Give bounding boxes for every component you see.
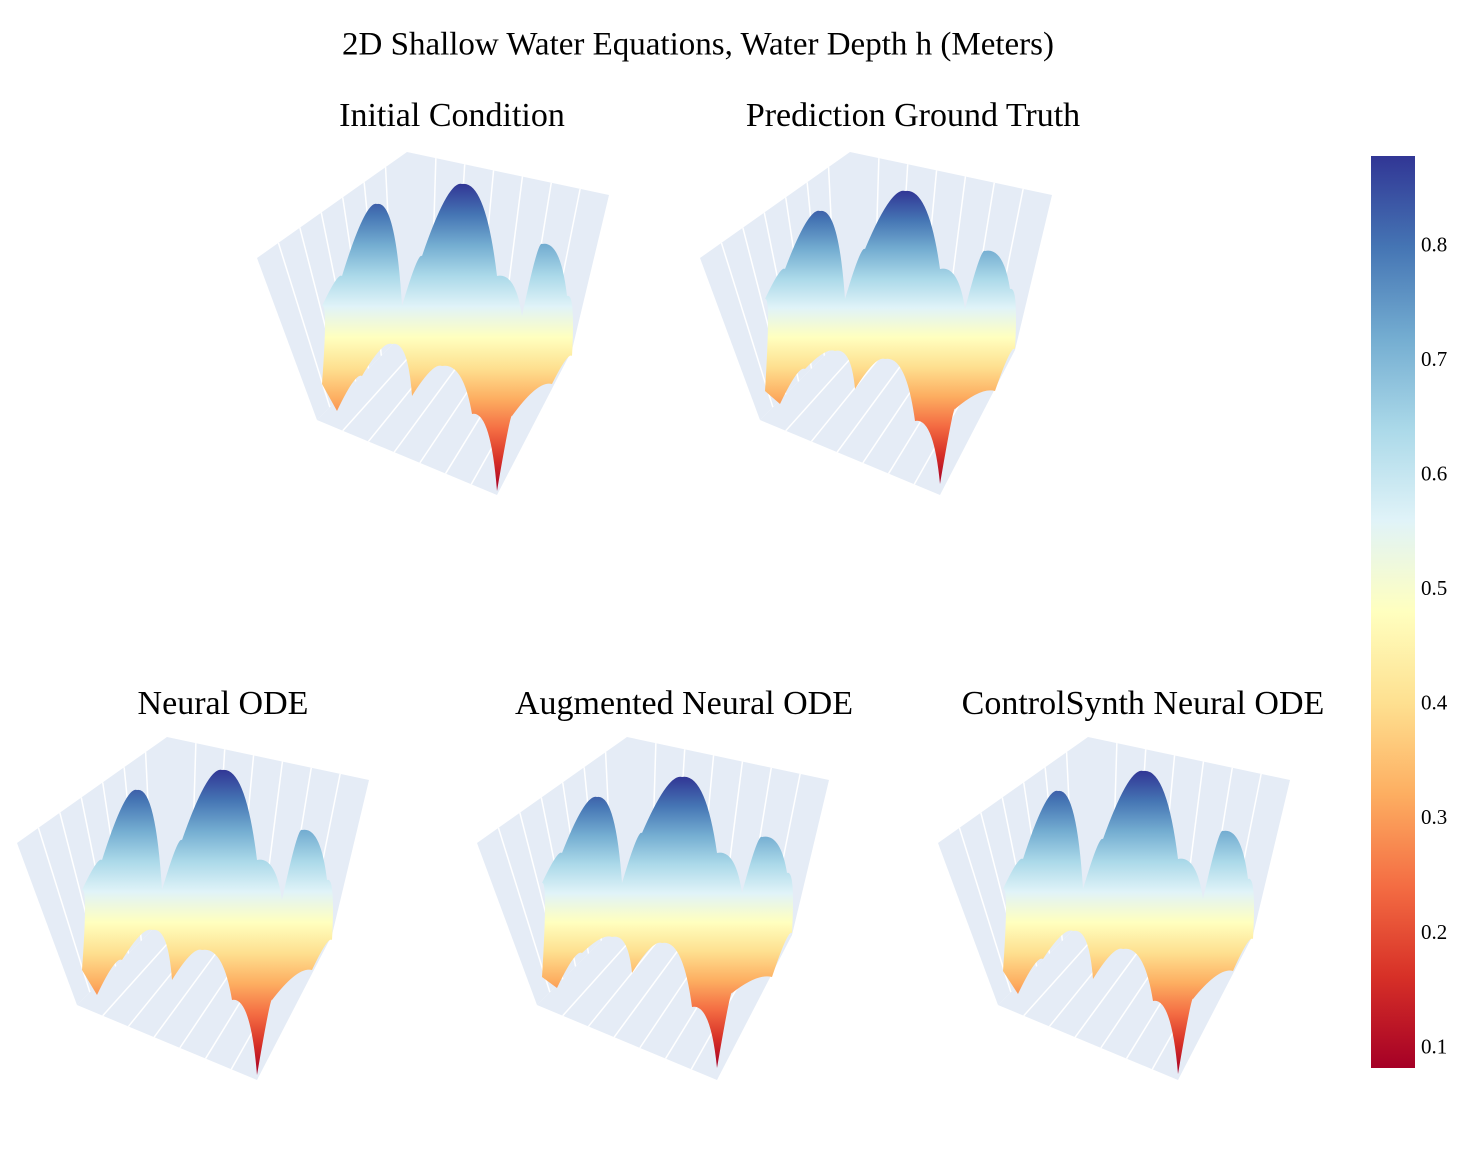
scene — [257, 152, 609, 495]
subplot-title: Prediction Ground Truth — [746, 97, 1080, 134]
scene — [938, 737, 1290, 1080]
scene-gridline — [497, 827, 551, 993]
colorbar — [1371, 156, 1415, 1068]
colorbar-tick-label: 0.7 — [1421, 347, 1447, 371]
surface — [1003, 770, 1255, 1074]
surface — [765, 190, 1017, 484]
colorbar-tick-label: 0.3 — [1421, 805, 1447, 829]
subplot-title: Augmented Neural ODE — [515, 685, 853, 722]
scene — [700, 152, 1052, 495]
colorbar-tick-label: 0.4 — [1421, 691, 1448, 715]
colorbar-tick-label: 0.8 — [1421, 232, 1447, 256]
colorbar-tick-label: 0.1 — [1421, 1034, 1447, 1058]
scene — [477, 737, 829, 1080]
chart-title: 2D Shallow Water Equations, Water Depth … — [342, 27, 1054, 63]
colorbar-tick-label: 0.5 — [1421, 576, 1447, 600]
subplot-title: Initial Condition — [339, 97, 565, 134]
colorbar-tick-label: 0.2 — [1421, 920, 1447, 944]
subplot-title: Neural ODE — [138, 685, 309, 722]
scene-gridline — [37, 827, 91, 993]
surface — [542, 776, 794, 1068]
colorbar-tick-label: 0.6 — [1421, 461, 1447, 485]
scene-gridline — [277, 242, 331, 408]
scene — [17, 737, 369, 1080]
subplot-title: ControlSynth Neural ODE — [962, 685, 1325, 722]
scene-gridline — [720, 242, 774, 408]
scene-gridline — [958, 827, 1012, 993]
surface — [322, 183, 574, 492]
surface — [82, 769, 334, 1075]
